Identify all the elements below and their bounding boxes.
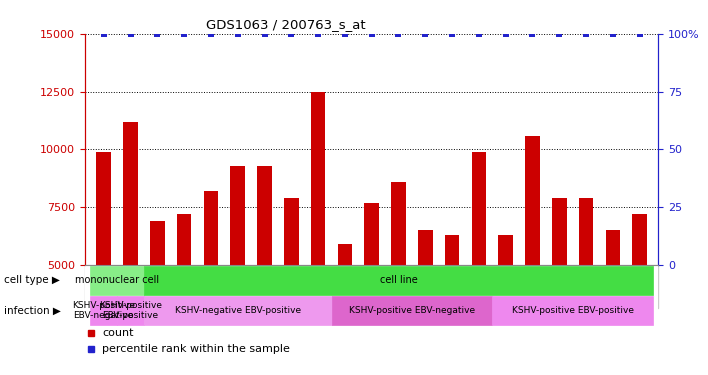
Bar (445, 235, 459, 265)
Bar (365, 202, 379, 265)
Bar (418, 230, 433, 265)
Bar (578, 198, 593, 265)
Bar (284, 198, 299, 265)
Bar (605, 230, 620, 265)
Text: mononuclear cell: mononuclear cell (75, 275, 159, 285)
Bar (96, 152, 111, 265)
Text: count: count (102, 328, 134, 339)
Text: cell line: cell line (379, 275, 418, 285)
Bar (144, 296, 331, 325)
Text: KSHV-positive EBV-positive: KSHV-positive EBV-positive (512, 306, 634, 315)
Bar (91, 296, 117, 325)
Text: KSHV-negative EBV-positive: KSHV-negative EBV-positive (175, 306, 301, 315)
Bar (230, 166, 245, 265)
Text: KSHV-positive
EBV-positive: KSHV-positive EBV-positive (99, 301, 162, 320)
Bar (123, 122, 138, 265)
Bar (552, 198, 566, 265)
Text: infection ▶: infection ▶ (4, 306, 60, 316)
Bar (117, 296, 144, 325)
Bar (525, 135, 540, 265)
Bar (144, 266, 653, 295)
Bar (177, 214, 191, 265)
Bar (338, 244, 353, 265)
Bar (492, 296, 653, 325)
Bar (311, 92, 326, 265)
Bar (498, 235, 513, 265)
Text: cell type ▶: cell type ▶ (4, 275, 59, 285)
Bar (91, 266, 144, 295)
Bar (203, 191, 218, 265)
Bar (632, 214, 647, 265)
Bar (331, 296, 492, 325)
Bar (472, 152, 486, 265)
Text: KSHV-positive EBV-negative: KSHV-positive EBV-negative (349, 306, 475, 315)
Title: GDS1063 / 200763_s_at: GDS1063 / 200763_s_at (206, 18, 365, 31)
Bar (150, 221, 165, 265)
Bar (391, 182, 406, 265)
Bar (257, 166, 272, 265)
Text: KSHV-positive
EBV-negative: KSHV-positive EBV-negative (72, 301, 135, 320)
Text: percentile rank within the sample: percentile rank within the sample (102, 344, 290, 354)
